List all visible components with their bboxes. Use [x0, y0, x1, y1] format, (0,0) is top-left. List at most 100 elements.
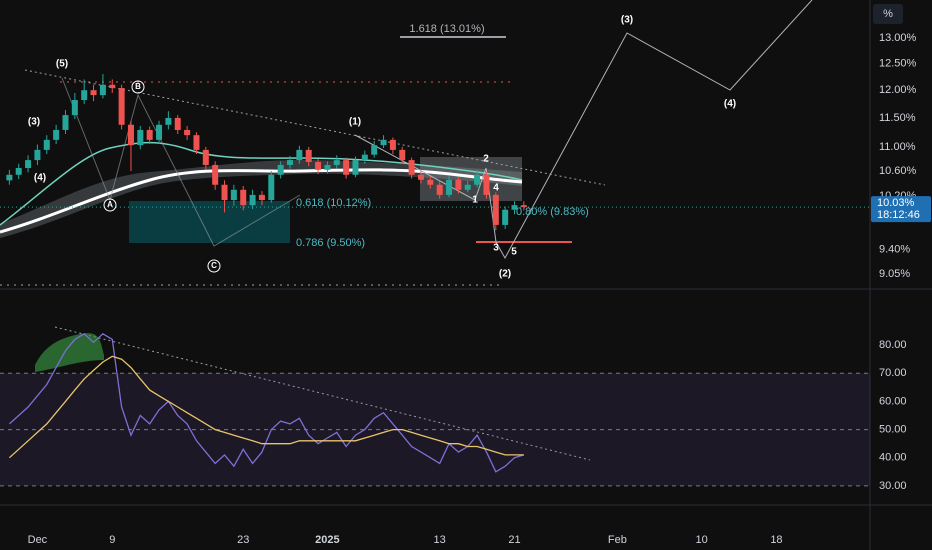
y-tick-label: 13.00%: [879, 32, 917, 44]
ma-slow: [0, 168, 523, 234]
candle-body: [455, 179, 462, 190]
x-tick-label: 13: [434, 534, 446, 546]
candle-body: [361, 154, 368, 161]
last-price-tag: [871, 196, 931, 223]
y-tick-label: 80.00: [879, 339, 907, 351]
x-tick-label: Feb: [608, 534, 627, 546]
candle-body: [296, 149, 303, 161]
candle-body: [137, 129, 144, 146]
wave-label: 3: [493, 243, 499, 254]
wave-label: (1): [349, 117, 361, 128]
wave-label: A: [107, 200, 113, 209]
x-tick-label: Dec: [28, 534, 48, 546]
candle-body: [118, 88, 125, 125]
candle-body: [305, 149, 312, 162]
candle-body: [249, 194, 256, 206]
candle-body: [165, 117, 172, 125]
rsi-trendline: [54, 326, 591, 461]
candle-body: [446, 179, 453, 195]
candle-body: [502, 209, 509, 225]
price-unit: %: [883, 8, 893, 20]
rsi-line: [8, 355, 524, 459]
rsi-line: [8, 332, 525, 473]
y-tick-label: 10.60%: [879, 165, 917, 177]
candle-body: [474, 174, 481, 185]
candle-body: [202, 149, 209, 165]
candle-body: [156, 124, 163, 140]
y-tick-label: 12.00%: [879, 84, 917, 96]
candle-body: [71, 100, 78, 116]
candle-body: [184, 129, 191, 136]
candle-body: [174, 117, 181, 130]
candle-body: [492, 194, 499, 225]
candle-body: [380, 139, 387, 146]
trendline: [24, 69, 606, 186]
wave-label: (2): [499, 269, 511, 280]
wave-label: (4): [724, 99, 736, 110]
candle-body: [221, 184, 228, 201]
unit-box: [873, 4, 903, 24]
candle-body: [408, 160, 415, 175]
candle-body: [427, 179, 434, 185]
candle-body: [277, 164, 284, 175]
candle-body: [324, 164, 331, 170]
candle-body: [6, 174, 13, 181]
candle-body: [62, 115, 69, 130]
candle-body: [258, 194, 265, 201]
candle-body: [212, 164, 219, 185]
candle-body: [287, 160, 293, 165]
candle-body: [81, 90, 88, 101]
x-tick-label: 23: [237, 534, 249, 546]
candle-body: [343, 160, 350, 175]
countdown: 18:12:46: [877, 209, 920, 221]
candle-body: [127, 124, 134, 146]
fib-label: 0.80% (9.83%): [516, 206, 589, 218]
fib-label: 1.618 (13.01%): [409, 23, 484, 35]
y-tick-label: 40.00: [879, 452, 907, 464]
candle-body: [352, 160, 359, 175]
wave-label: (5): [56, 59, 68, 70]
wave-label: 1: [472, 195, 478, 206]
candle-body: [483, 174, 490, 195]
candle-body: [90, 90, 97, 96]
annotation-circle: [207, 259, 221, 273]
wave-label: 2: [483, 154, 489, 165]
candle-body: [146, 129, 153, 140]
candle-body: [417, 174, 424, 180]
last-price-label: 10.03%: [877, 197, 915, 209]
ma-band: [0, 160, 522, 238]
candle-body: [99, 84, 106, 96]
fib-label: 0.618 (10.12%): [296, 197, 371, 209]
x-tick-label: 21: [508, 534, 520, 546]
candle-body: [109, 84, 116, 89]
wave-label: (3): [621, 15, 633, 26]
y-tick-label: 9.05%: [879, 268, 910, 280]
candle-body: [315, 161, 322, 170]
annotation-circle: [131, 80, 145, 94]
candle-body: [371, 145, 378, 155]
y-tick-label: 12.50%: [879, 57, 917, 69]
candle-body: [520, 205, 527, 208]
candle-body: [389, 139, 396, 150]
x-tick-label: 2025: [315, 534, 339, 546]
y-tick-label: 70.00: [879, 367, 907, 379]
candle-body: [230, 189, 237, 201]
candle-body: [333, 160, 340, 165]
candle-body: [53, 129, 60, 140]
y-tick-label: 60.00: [879, 395, 907, 407]
y-tick-label: 11.00%: [879, 141, 916, 153]
annotation-circle: [103, 198, 117, 212]
wave-label: B: [135, 82, 141, 91]
y-tick-label: 50.00: [879, 423, 907, 435]
fib-label: 0.786 (9.50%): [296, 237, 365, 249]
wave-projection: [354, 0, 813, 260]
candle-body: [399, 149, 406, 161]
candle-body: [511, 205, 518, 210]
candle-body: [43, 139, 50, 150]
candle-body: [25, 160, 32, 169]
candle-body: [464, 184, 471, 190]
wave-label: C: [211, 261, 217, 270]
candle-body: [436, 184, 443, 195]
